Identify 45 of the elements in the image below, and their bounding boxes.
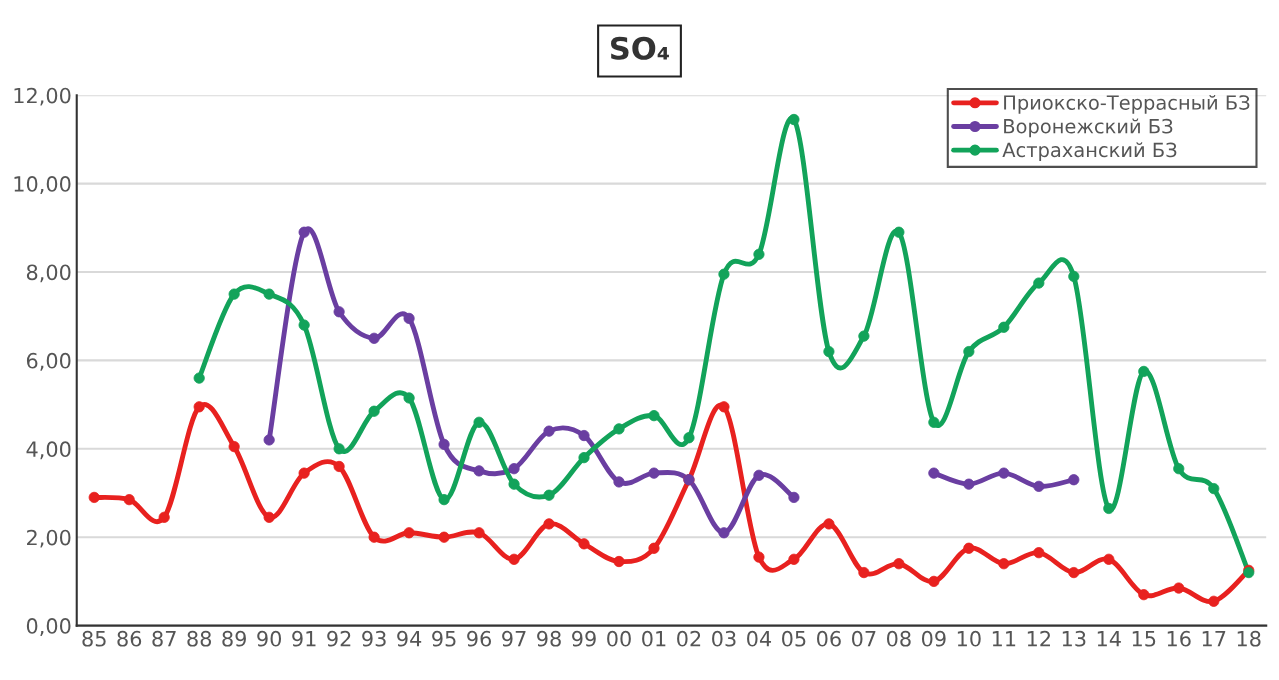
x-tick-label: 02 [677, 630, 701, 647]
x-tick-label: 09 [921, 630, 946, 647]
x-tick-label: 97 [502, 630, 526, 647]
x-tick-label: 00 [607, 630, 631, 647]
x-tick-label: 89 [222, 630, 246, 647]
x-tick-label: 99 [572, 630, 596, 647]
x-tick-label: 14 [1097, 631, 1121, 647]
y-tick-label: 2,00 [27, 529, 71, 548]
x-tick-label: 86 [117, 630, 142, 647]
x-tick-label: 07 [852, 630, 876, 647]
y-tick-label: 0,00 [26, 618, 71, 636]
y-tick-label: 8,00 [26, 264, 71, 283]
y-tick-label: 4,00 [26, 441, 71, 460]
x-tick-label: 98 [537, 630, 561, 647]
x-tick-label: 95 [432, 630, 456, 647]
x-tick-label: 94 [397, 630, 422, 647]
x-tick-label: 01 [642, 630, 666, 647]
x-tick-label: 13 [1062, 630, 1086, 647]
x-tick-label: 18 [1237, 630, 1261, 647]
y-tick-label: 12,00 [14, 87, 71, 106]
legend-label: Астраханский БЗ [1002, 142, 1177, 162]
legend-label: Приокско-Террасный БЗ [1004, 94, 1250, 114]
x-tick-label: 16 [1167, 630, 1191, 647]
y-tick-label: 10,00 [14, 176, 71, 194]
x-tick-label: 85 [82, 630, 106, 647]
chart-title: SO₄ [611, 36, 669, 60]
x-tick-label: 12 [1027, 630, 1050, 647]
x-tick-label: 04 [747, 630, 772, 647]
x-tick-label: 90 [257, 630, 282, 647]
x-tick-label: 06 [817, 630, 841, 647]
x-tick-label: 03 [712, 630, 736, 647]
x-tick-label: 15 [1132, 631, 1156, 647]
x-tick-label: 91 [292, 630, 316, 647]
x-tick-label: 87 [152, 630, 176, 647]
legend-label: Воронежский БЗ [1004, 118, 1173, 138]
x-tick-label: 08 [886, 630, 911, 647]
x-tick-label: 05 [782, 630, 806, 647]
x-tick-label: 10 [957, 630, 981, 647]
x-tick-label: 17 [1202, 631, 1226, 647]
x-tick-label: 93 [362, 630, 386, 647]
x-tick-label: 88 [187, 630, 212, 647]
x-tick-label: 96 [467, 630, 491, 647]
x-tick-label: 92 [327, 630, 351, 647]
y-tick-label: 6,00 [26, 352, 71, 371]
x-tick-label: 11 [992, 631, 1016, 647]
